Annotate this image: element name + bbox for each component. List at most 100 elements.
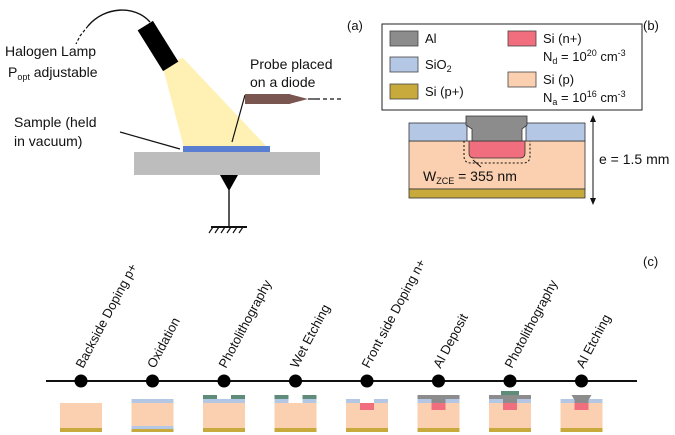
step-label: Wet Etching: [287, 302, 333, 371]
probe-label-line1: Probe placed: [250, 56, 333, 72]
n-plus-well: [468, 140, 526, 159]
thumb-oxide: [588, 399, 603, 403]
sample-label-line2: in vacuum): [14, 133, 82, 149]
material-legend: Al SiO2 Si (p+) Si (n+) Nd = 1020 cm-3 S…: [381, 23, 643, 111]
thumb-oxide: [274, 399, 289, 403]
timeline-marker: [74, 374, 88, 388]
setup-panel: (a) Halogen Lamp Popt adjustable Probe p…: [5, 9, 363, 234]
thumb-oxide: [131, 399, 174, 403]
backside-p-plus: [408, 188, 586, 199]
thickness-label: e = 1.5 mm: [599, 151, 669, 167]
thumb-oxide: [346, 399, 360, 403]
lamp-pointer: [75, 25, 89, 45]
thumb-backside: [417, 428, 460, 432]
thumb-backside: [60, 428, 102, 432]
process-steps: Backside Doping p+ Oxidation Photolithogra…: [72, 256, 614, 388]
step-label: Backside Doping p+: [72, 261, 140, 370]
thumb-substrate: [131, 403, 174, 428]
thumb-backside: [203, 428, 245, 432]
panel-label-a: (a): [347, 18, 363, 33]
step-label: Al Deposit: [430, 311, 471, 371]
thumb-substrate: [203, 403, 245, 428]
thumb-n-well: [503, 403, 517, 410]
timeline-marker: [503, 374, 517, 388]
panel-label-b: (b): [643, 18, 659, 33]
thumb-substrate: [274, 403, 317, 428]
legend-swatch-sip-plus: [389, 83, 419, 100]
process-thumbnails: [60, 391, 603, 432]
thumb-n-well: [574, 403, 589, 410]
legend-label-nd: Nd = 1020 cm-3: [543, 48, 626, 66]
timeline-marker: [289, 374, 302, 388]
step-label: Photolithography: [501, 277, 560, 371]
wzce-pointer: [472, 159, 482, 168]
probe-needle: [231, 94, 246, 143]
lamp-label-line2: Popt adjustable: [8, 64, 98, 82]
timeline-marker: [575, 374, 588, 388]
thumb-backside: [274, 428, 317, 432]
contact-tip: [220, 175, 238, 191]
thumb-n-well: [431, 403, 446, 410]
step-label: Al Etching: [573, 312, 614, 371]
ground-icon: [208, 226, 247, 234]
halogen-lamp-icon: [137, 20, 179, 72]
legend-label-sin-plus: Si (n+): [543, 31, 582, 46]
thumb-backside: [346, 428, 388, 432]
thumb-substrate: [60, 403, 102, 428]
legend-swatch-sio2: [389, 56, 419, 73]
timeline-marker: [217, 374, 231, 388]
thumb-al-plug: [431, 399, 446, 403]
al-contact: [465, 115, 528, 142]
legend-swatch-sin-plus: [507, 30, 537, 47]
step-thumbnail: [274, 395, 317, 432]
thumb-resist: [302, 395, 317, 399]
oxide-left: [408, 122, 468, 142]
step-thumbnail: [417, 395, 460, 432]
thumb-oxide: [445, 399, 460, 403]
timeline-marker: [360, 374, 374, 388]
panel-label-c: (c): [643, 254, 658, 269]
thumb-resist: [231, 395, 245, 399]
step-thumbnail: [560, 395, 603, 432]
thumb-al-contact: [571, 395, 592, 403]
legend-label-sip: Si (p): [543, 72, 574, 87]
process-panel: (c) Backside Doping p+ Oxidation Photolith…: [46, 254, 658, 432]
legend-label-sio2: SiO2: [425, 57, 452, 74]
step-label: Front side Doping n+: [358, 256, 428, 370]
thumb-al-plug: [503, 399, 517, 403]
thumb-oxide: [302, 399, 317, 403]
timeline-marker: [432, 374, 445, 388]
thumb-oxide-back: [131, 426, 174, 429]
thumb-resist: [501, 391, 519, 395]
thumb-resist: [203, 395, 217, 399]
thumb-al-layer: [489, 395, 531, 399]
timeline-marker: [146, 374, 159, 388]
legend-swatch-al: [389, 30, 419, 47]
thumb-oxide: [417, 399, 432, 403]
step-thumbnail: [131, 399, 174, 432]
device-cross-section: WZCE = 355 nm e = 1.5 mm: [408, 115, 669, 205]
step-label: Oxidation: [144, 315, 183, 371]
wzce-label: WZCE = 355 nm: [423, 168, 517, 186]
step-thumbnail: [346, 399, 388, 432]
step-thumbnail: [489, 391, 531, 432]
lamp-label-line1: Halogen Lamp: [5, 43, 96, 59]
thumb-al-layer: [417, 395, 460, 399]
step-label: Photolithography: [215, 277, 274, 371]
step-thumbnail: [60, 403, 102, 432]
thumb-backside: [131, 428, 174, 432]
thumb-oxide: [489, 399, 503, 403]
legend-label-al: Al: [425, 31, 437, 46]
step-thumbnail: [203, 395, 245, 432]
thumb-oxide: [374, 399, 388, 403]
lamp-cable: [87, 9, 151, 27]
thumb-resist: [274, 395, 289, 399]
thumb-backside: [560, 428, 603, 432]
probe-label-line2: on a diode: [250, 74, 316, 90]
thumb-backside: [489, 428, 531, 432]
legend-label-na: Na = 1016 cm-3: [543, 89, 626, 107]
legend-label-sip-plus: Si (p+): [425, 84, 464, 99]
sample-film: [183, 146, 270, 152]
depletion-zone: [463, 141, 531, 164]
